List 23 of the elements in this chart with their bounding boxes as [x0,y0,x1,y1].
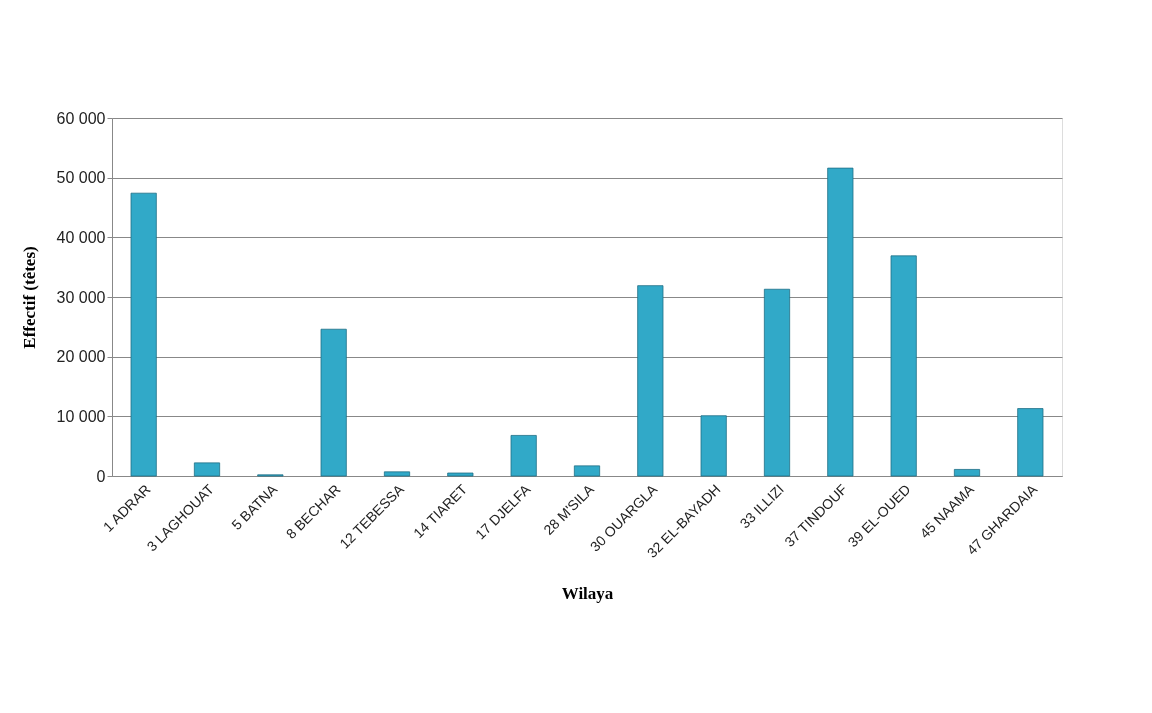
bar [130,192,157,477]
bar [383,471,411,477]
y-tick-label: 30 000 [56,288,106,306]
y-axis-title: Effectif (têtes) [19,246,39,349]
bar [890,255,917,477]
bar [763,288,791,477]
y-tick-label: 20 000 [56,348,106,366]
y-tick-label: 10 000 [56,407,106,425]
bar [447,472,474,477]
bar [700,415,727,477]
bar [827,167,854,477]
y-tick-label: 50 000 [56,169,106,187]
bar [953,469,981,477]
bar [193,462,221,477]
y-tick-label: 0 [96,467,106,485]
bar [637,285,664,477]
y-tick-label: 60 000 [56,109,106,127]
y-tick-label: 40 000 [56,228,106,246]
x-axis-title: Wilaya [561,583,614,603]
bar [573,465,601,477]
bar [320,328,347,477]
bar [510,435,537,477]
bar [1017,408,1044,477]
